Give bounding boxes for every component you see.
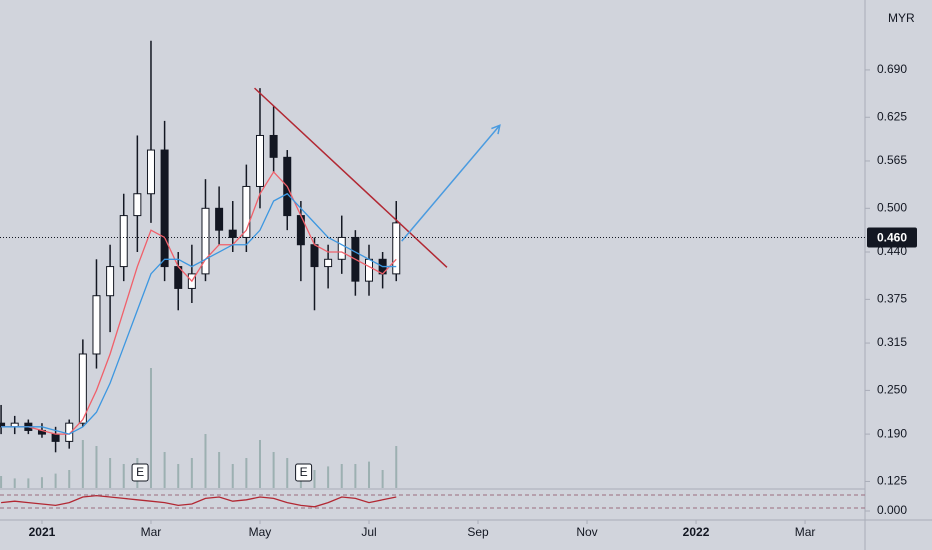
candle-body [215, 207, 224, 231]
candle-body [146, 149, 155, 195]
y-tick-label: 0.440 [877, 244, 907, 258]
volume-bar [13, 478, 16, 488]
volume-bar [95, 446, 98, 488]
volume-bar [177, 464, 180, 488]
candle-body [201, 207, 210, 275]
oscillator-line [1, 494, 397, 508]
candle-body [106, 266, 115, 297]
volume-bar [40, 477, 43, 488]
volume-bar [204, 434, 207, 488]
candle-body [365, 258, 374, 282]
last-price-label: 0.460 [877, 231, 907, 245]
volume-bar [0, 476, 3, 488]
event-label: E [300, 465, 308, 479]
x-tick-label: Jul [361, 525, 376, 539]
x-tick-label: Sep [467, 525, 489, 539]
event-label: E [136, 465, 144, 479]
volume-bar [54, 473, 57, 488]
x-tick-label: 2021 [29, 525, 56, 539]
volume-bar [122, 464, 125, 488]
volume-bar [68, 470, 71, 488]
y-tick-label: 0.375 [877, 292, 907, 306]
x-tick-label: Mar [141, 525, 162, 539]
candle-body [78, 353, 87, 424]
volume-bar [109, 458, 112, 488]
currency-label: MYR [888, 11, 915, 25]
oscillator-tick-label: 0.000 [877, 503, 907, 517]
candle-body [310, 244, 319, 268]
volume-bar [368, 461, 371, 488]
candle-body [228, 229, 237, 238]
volume-bar [163, 452, 166, 488]
y-tick-label: 0.565 [877, 153, 907, 167]
candle-body [255, 134, 264, 187]
event-marker [295, 463, 313, 482]
moving-average [1, 192, 397, 435]
candle-body [133, 193, 142, 217]
volume-bar [190, 458, 193, 488]
candle-body [119, 215, 128, 268]
candle-body [92, 295, 101, 355]
candle-body [51, 433, 60, 442]
candle-body [160, 149, 169, 268]
x-tick-label: Nov [576, 525, 597, 539]
trend-line [401, 124, 501, 242]
volume-bar [354, 464, 357, 488]
volume-bar [313, 470, 316, 488]
y-tick-label: 0.190 [877, 426, 907, 440]
volume-bar [81, 440, 84, 488]
y-tick-label: 0.500 [877, 200, 907, 214]
volume-bar [245, 458, 248, 488]
candle-body [392, 222, 401, 275]
last-price-box [867, 227, 917, 248]
volume-bar [381, 470, 384, 488]
candle-body [269, 134, 278, 158]
volume-bar [258, 440, 261, 488]
volume-bar [340, 464, 343, 488]
x-tick-label: May [249, 525, 272, 539]
event-marker [131, 463, 149, 482]
volume-bar [286, 458, 289, 488]
x-tick-label: 2022 [683, 525, 710, 539]
plot [0, 40, 501, 508]
volume-bar [149, 368, 152, 488]
y-tick-label: 0.125 [877, 474, 907, 488]
volume-bar [327, 466, 330, 488]
candle-body [337, 236, 346, 260]
volume-bar [218, 452, 221, 488]
candle-body [324, 258, 333, 268]
volume-bar [27, 478, 30, 488]
volume-bar [395, 446, 398, 488]
volume-bar [272, 452, 275, 488]
y-tick-label: 0.625 [877, 109, 907, 123]
y-tick-label: 0.315 [877, 335, 907, 349]
arrow-head [491, 124, 501, 135]
x-tick-label: Mar [795, 525, 816, 539]
y-tick-label: 0.690 [877, 62, 907, 76]
volume-bar [231, 464, 234, 488]
y-tick-label: 0.250 [877, 383, 907, 397]
